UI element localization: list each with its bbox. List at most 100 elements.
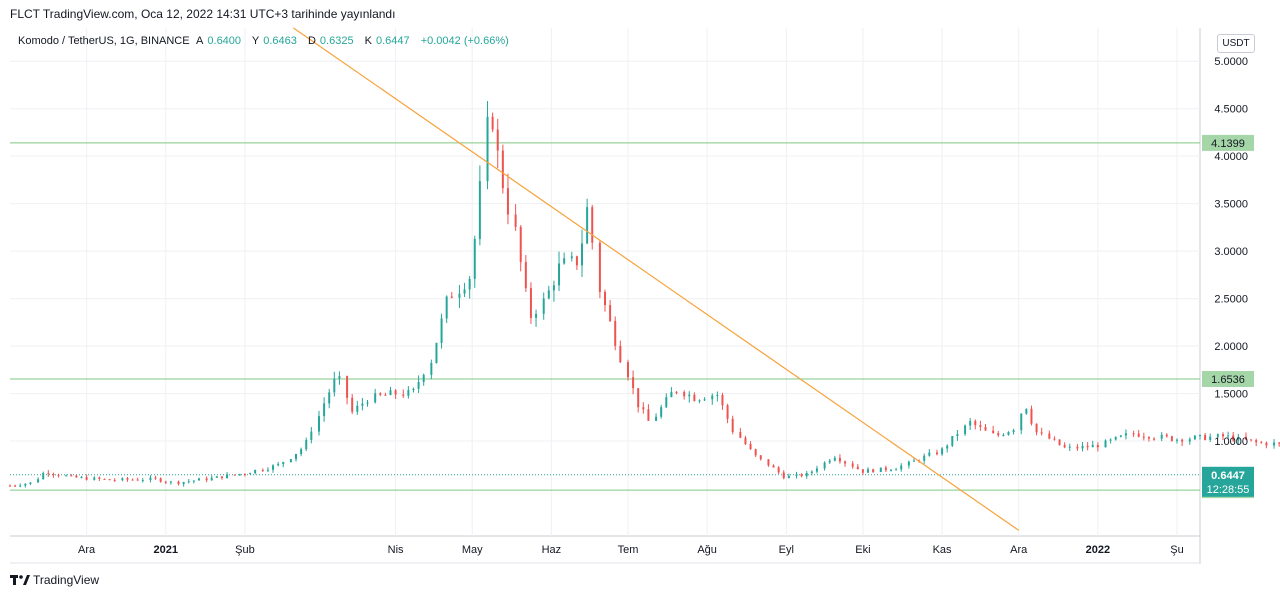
candle-body xyxy=(1188,439,1191,442)
candle-body xyxy=(422,374,425,382)
candle-body xyxy=(614,321,617,346)
candle-body xyxy=(1265,442,1268,446)
candle-body xyxy=(501,150,504,189)
candle-body xyxy=(1086,445,1089,448)
candle-body xyxy=(478,181,481,239)
candle-body xyxy=(374,393,377,403)
candle-body xyxy=(295,453,298,460)
low-label: D xyxy=(307,35,316,47)
y-tick-label: 2.5000 xyxy=(1214,294,1248,306)
candle-body xyxy=(169,481,172,483)
candle-body xyxy=(856,466,859,470)
candle-body xyxy=(956,434,959,437)
candle-body xyxy=(754,449,757,456)
candle-body xyxy=(683,392,686,397)
candle-body xyxy=(703,399,706,401)
candle-body xyxy=(468,278,471,290)
x-tick-label: Ara xyxy=(78,544,96,556)
candle-body xyxy=(675,391,678,393)
candle-body xyxy=(1227,435,1230,437)
candle-body xyxy=(317,416,320,432)
countdown-label: 12:28:55 xyxy=(1207,484,1250,496)
candle-body xyxy=(210,477,213,481)
candle-body xyxy=(42,473,45,480)
candle-body xyxy=(473,238,476,279)
x-tick-label: Ağu xyxy=(697,544,717,556)
candle-body xyxy=(810,471,813,473)
candle-body xyxy=(907,461,910,466)
candle-body xyxy=(402,394,405,396)
candle-body xyxy=(277,464,280,466)
candle-body xyxy=(923,455,926,461)
currency-button[interactable]: USDT xyxy=(1217,34,1255,53)
candle-body xyxy=(445,296,448,319)
candle-body xyxy=(974,420,977,426)
horizontal-levels xyxy=(10,142,1200,491)
change-value: +0.0042 (+0.66%) xyxy=(420,35,509,47)
candle-body xyxy=(238,474,241,476)
candle-body xyxy=(1260,442,1263,444)
candle-body xyxy=(1081,445,1084,449)
candle-body xyxy=(366,402,369,404)
candle-body xyxy=(338,376,341,379)
candle-body xyxy=(205,478,208,481)
candle-body xyxy=(14,485,17,487)
candle-body xyxy=(233,474,236,476)
candle-body xyxy=(1058,439,1061,446)
candle-body xyxy=(351,397,354,412)
candle-body xyxy=(912,460,915,462)
y-tick-label: 3.5000 xyxy=(1214,199,1248,211)
symbol-name: Komodo / TetherUS, 1G, BINANCE xyxy=(18,35,190,47)
candle-body xyxy=(739,432,742,438)
candle-body xyxy=(1181,439,1184,442)
x-tick-label: Nis xyxy=(388,544,404,556)
candle-body xyxy=(300,449,303,454)
candle-body xyxy=(1165,434,1168,437)
candle-body xyxy=(731,418,734,433)
candle-body xyxy=(1209,436,1212,440)
candle-body xyxy=(660,407,663,417)
y-tick-label: 2.0000 xyxy=(1214,341,1248,353)
candle-body xyxy=(126,478,129,480)
candle-body xyxy=(744,437,747,445)
candle-body xyxy=(1204,434,1207,440)
candle-body xyxy=(969,420,972,426)
candle-body xyxy=(787,475,790,479)
candle-body xyxy=(619,345,622,363)
candle-body xyxy=(226,474,229,479)
candle-body xyxy=(711,395,714,400)
candle-body xyxy=(417,381,420,389)
candle-body xyxy=(1255,440,1258,443)
candle-body xyxy=(1132,433,1135,435)
candle-body xyxy=(187,481,190,483)
candle-body xyxy=(642,407,645,410)
y-tick-label: 5.0000 xyxy=(1214,56,1248,68)
candle-body xyxy=(609,305,612,322)
published-caption: FLCT TradingView.com, Oca 12, 2022 14:31… xyxy=(10,7,396,21)
candle-body xyxy=(215,476,218,478)
candle-body xyxy=(800,474,803,477)
candle-body xyxy=(946,445,949,449)
candle-body xyxy=(1030,408,1033,424)
candle-body xyxy=(1142,436,1145,438)
candle-body xyxy=(529,288,532,318)
x-tick-label: Ara xyxy=(1010,544,1028,556)
candle-body xyxy=(346,376,349,398)
candle-body xyxy=(861,469,864,473)
candle-body xyxy=(1104,440,1107,448)
candle-body xyxy=(1114,436,1117,440)
candle-body xyxy=(1147,437,1150,439)
candle-body xyxy=(486,116,489,182)
candle-body xyxy=(992,430,995,434)
candle-body xyxy=(506,188,509,215)
y-tick-label: 4.0000 xyxy=(1214,151,1248,163)
x-tick-label: Şu xyxy=(1170,544,1183,556)
candle-body xyxy=(514,214,517,227)
footer-brand[interactable]: TradingView xyxy=(10,573,99,587)
candle-body xyxy=(1109,439,1112,441)
candle-body xyxy=(1250,439,1253,441)
candle-body xyxy=(833,457,836,461)
candle-body xyxy=(851,463,854,467)
